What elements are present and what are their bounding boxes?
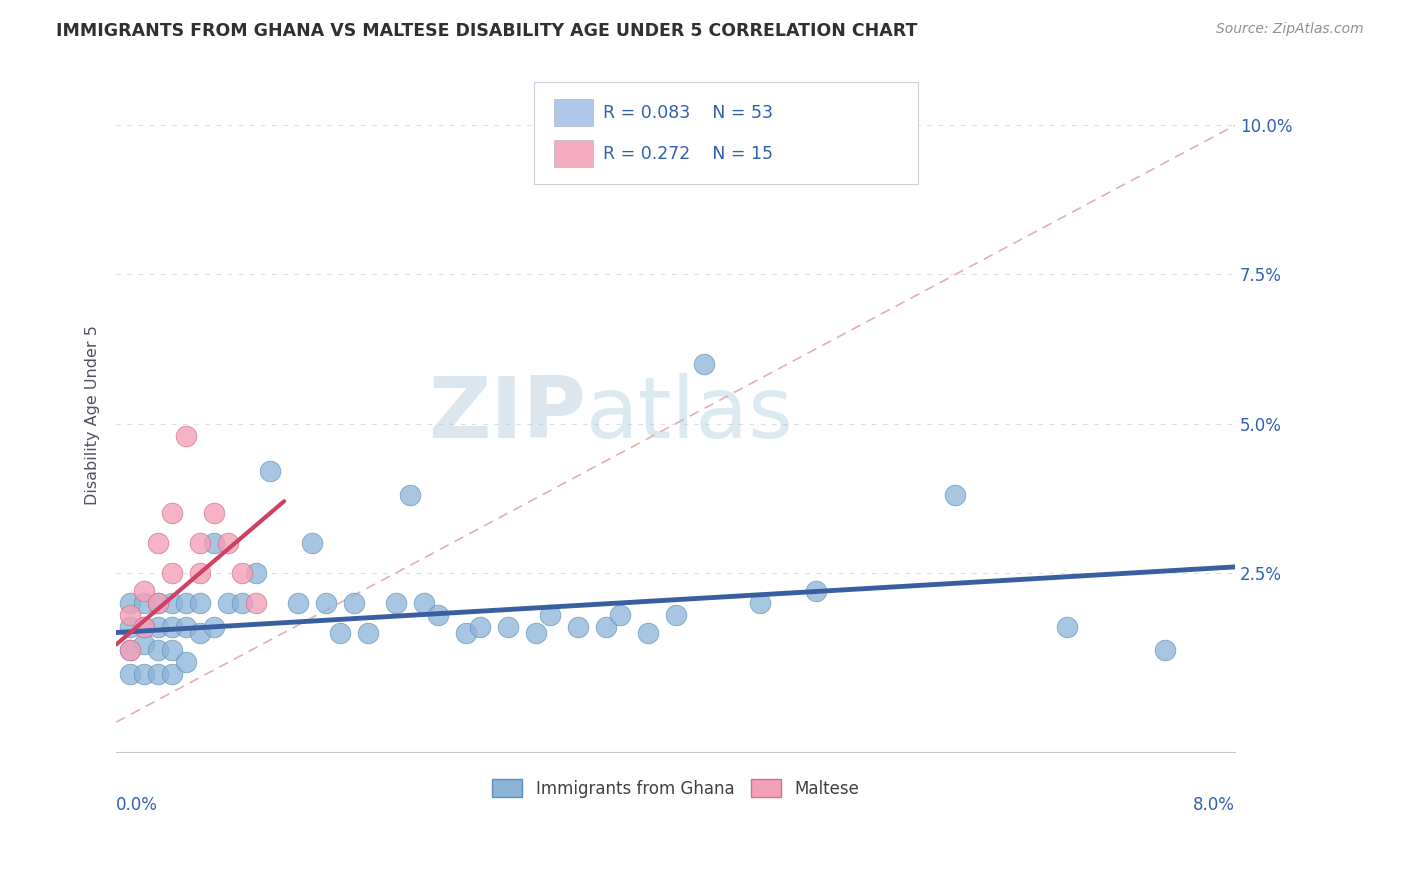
Point bbox=[174, 656, 197, 670]
Point bbox=[148, 536, 170, 550]
Text: R = 0.272    N = 15: R = 0.272 N = 15 bbox=[603, 145, 773, 163]
Point bbox=[134, 619, 156, 633]
Point bbox=[188, 625, 211, 640]
Point bbox=[148, 596, 170, 610]
Point bbox=[245, 596, 267, 610]
Point bbox=[385, 596, 408, 610]
Point bbox=[329, 625, 352, 640]
Point bbox=[174, 619, 197, 633]
Point bbox=[637, 625, 659, 640]
Point bbox=[496, 619, 519, 633]
Point bbox=[202, 536, 225, 550]
Point bbox=[945, 488, 967, 502]
Point bbox=[217, 536, 239, 550]
Point bbox=[524, 625, 547, 640]
Point bbox=[120, 643, 142, 657]
Point bbox=[399, 488, 422, 502]
Point bbox=[427, 607, 450, 622]
Point bbox=[148, 667, 170, 681]
Point bbox=[188, 536, 211, 550]
Text: 0.0%: 0.0% bbox=[117, 796, 157, 814]
Point bbox=[245, 566, 267, 580]
Point bbox=[287, 596, 309, 610]
Point bbox=[748, 596, 770, 610]
Y-axis label: Disability Age Under 5: Disability Age Under 5 bbox=[86, 325, 100, 505]
Point bbox=[174, 428, 197, 442]
Point bbox=[134, 638, 156, 652]
Point bbox=[134, 583, 156, 598]
Point bbox=[160, 596, 183, 610]
Point bbox=[301, 536, 323, 550]
Point bbox=[315, 596, 337, 610]
Point bbox=[567, 619, 589, 633]
Point bbox=[188, 566, 211, 580]
Point bbox=[120, 643, 142, 657]
Point bbox=[538, 607, 561, 622]
Point bbox=[174, 596, 197, 610]
Point bbox=[454, 625, 477, 640]
Text: atlas: atlas bbox=[586, 373, 794, 456]
Point bbox=[595, 619, 617, 633]
Point bbox=[202, 506, 225, 520]
Text: 8.0%: 8.0% bbox=[1194, 796, 1236, 814]
Point bbox=[134, 619, 156, 633]
Point bbox=[357, 625, 380, 640]
Point bbox=[120, 619, 142, 633]
Text: ZIP: ZIP bbox=[429, 373, 586, 456]
Point bbox=[120, 596, 142, 610]
Point bbox=[343, 596, 366, 610]
Point bbox=[160, 667, 183, 681]
Point bbox=[148, 596, 170, 610]
Point bbox=[134, 596, 156, 610]
Point bbox=[120, 667, 142, 681]
Point bbox=[693, 357, 716, 371]
Point bbox=[160, 619, 183, 633]
Point bbox=[468, 619, 491, 633]
Text: R = 0.083    N = 53: R = 0.083 N = 53 bbox=[603, 103, 773, 121]
Point bbox=[413, 596, 436, 610]
Point bbox=[217, 596, 239, 610]
Point bbox=[231, 596, 253, 610]
Point bbox=[160, 566, 183, 580]
Point bbox=[160, 506, 183, 520]
Legend: Immigrants from Ghana, Maltese: Immigrants from Ghana, Maltese bbox=[485, 772, 866, 805]
Text: Source: ZipAtlas.com: Source: ZipAtlas.com bbox=[1216, 22, 1364, 37]
Point bbox=[1056, 619, 1078, 633]
Point bbox=[148, 643, 170, 657]
Point bbox=[665, 607, 688, 622]
Point bbox=[160, 643, 183, 657]
Point bbox=[120, 607, 142, 622]
Point bbox=[134, 667, 156, 681]
Point bbox=[1154, 643, 1177, 657]
Text: IMMIGRANTS FROM GHANA VS MALTESE DISABILITY AGE UNDER 5 CORRELATION CHART: IMMIGRANTS FROM GHANA VS MALTESE DISABIL… bbox=[56, 22, 918, 40]
Point bbox=[804, 583, 827, 598]
Point bbox=[188, 596, 211, 610]
Point bbox=[148, 619, 170, 633]
Point bbox=[609, 607, 631, 622]
Point bbox=[202, 619, 225, 633]
Point bbox=[231, 566, 253, 580]
Point bbox=[259, 464, 281, 478]
